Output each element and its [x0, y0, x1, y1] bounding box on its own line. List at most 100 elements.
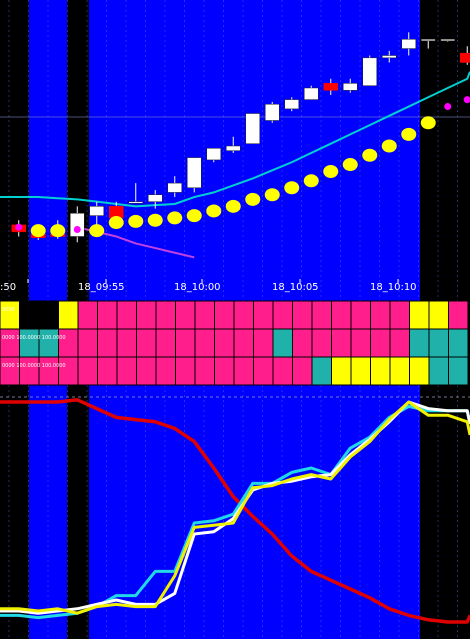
heatmap-cell	[116, 300, 137, 330]
candle-body	[265, 103, 280, 121]
heatmap-cell	[350, 356, 371, 386]
heatmap-cell	[292, 300, 313, 330]
heatmap-cell	[292, 356, 313, 386]
heatmap-cell	[272, 328, 293, 358]
signal-dot	[186, 209, 202, 223]
heatmap-cell	[175, 356, 196, 386]
heatmap-cell	[175, 300, 196, 330]
heatmap-cell	[409, 328, 430, 358]
moving-average-line	[0, 71, 470, 208]
heatmap-cell	[155, 300, 176, 330]
heatmap-cell	[311, 300, 332, 330]
signal-dot	[245, 192, 261, 206]
heatmap-cell	[116, 328, 137, 358]
heatmap-cell	[428, 300, 449, 330]
candle-body	[226, 145, 241, 151]
heatmap-cell	[233, 356, 254, 386]
heatmap-cell	[0, 356, 20, 386]
candle-body	[70, 213, 85, 237]
heatmap-cell	[370, 328, 391, 358]
heatmap-cell	[155, 356, 176, 386]
heatmap-cell	[233, 328, 254, 358]
heatmap-cell	[448, 300, 469, 330]
heatmap-cell	[38, 300, 59, 330]
heatmap-cell	[214, 356, 235, 386]
oscillator-panel	[0, 398, 470, 624]
heatmap-cell	[331, 328, 352, 358]
time-axis-label: 18_10:05	[272, 282, 319, 293]
heatmap-cell	[19, 300, 40, 330]
heatmap-cell	[19, 328, 40, 358]
signal-dot	[463, 96, 470, 104]
signal-dot	[401, 127, 417, 141]
signal-dot	[206, 204, 222, 218]
heatmap-cell	[19, 356, 40, 386]
heatmap-cell	[448, 328, 469, 358]
signal-dot	[167, 211, 183, 225]
candle-body	[89, 206, 104, 216]
heatmap-cell	[370, 356, 391, 386]
heatmap-cell	[194, 328, 215, 358]
heatmap-cell	[77, 300, 98, 330]
heatmap-cell	[214, 300, 235, 330]
signal-dot	[381, 139, 397, 153]
signal-dot	[15, 223, 23, 231]
time-axis-label: 18_10:10	[370, 282, 417, 293]
heatmap-cell	[233, 300, 254, 330]
candle-body	[401, 39, 416, 49]
candle-body	[284, 99, 299, 110]
heatmap-cell	[331, 356, 352, 386]
heatmap-cell	[58, 328, 79, 358]
heatmap-cell	[97, 300, 118, 330]
heatmap-cell	[448, 356, 469, 386]
candle-body	[421, 39, 436, 42]
heatmap-cell	[136, 356, 157, 386]
heatmap-cell	[77, 356, 98, 386]
heatmap-cell	[253, 356, 274, 386]
candle-body	[167, 182, 182, 193]
signal-dot	[108, 216, 124, 230]
heatmap-cell	[58, 300, 79, 330]
signal-dot	[362, 148, 378, 162]
signal-dot	[89, 224, 105, 238]
heatmap-cell	[194, 300, 215, 330]
price-panel	[0, 32, 470, 259]
candle-body	[440, 39, 455, 42]
heatmap-cell	[292, 328, 313, 358]
candle-body	[128, 201, 143, 204]
candle-body	[323, 83, 338, 91]
heatmap-cell	[194, 356, 215, 386]
time-axis-label: 18_09:55	[78, 282, 125, 293]
signal-heatmap-panel: 0000 0000 100.0000 100.0000 0000 100.0000 …	[0, 300, 469, 386]
heatmap-row-label: 0000	[2, 307, 15, 313]
heatmap-cell	[116, 356, 137, 386]
candle-body	[382, 55, 397, 59]
heatmap-cell	[350, 328, 371, 358]
heatmap-cell	[389, 300, 410, 330]
heatmap-cell	[331, 300, 352, 330]
heatmap-cell	[350, 300, 371, 330]
signal-dot	[303, 174, 319, 188]
heatmap-row-label: 0000 100.0000 100.0000	[2, 363, 66, 369]
signal-dot	[73, 226, 81, 234]
heatmap-cell	[428, 356, 449, 386]
time-axis: :50 18_09:55 18_10:00 18_10:05 18_10:10	[0, 279, 417, 293]
signal-dot	[420, 116, 436, 130]
candle-body	[460, 52, 470, 63]
heatmap-cell	[0, 328, 20, 358]
signal-dot	[323, 165, 339, 179]
heatmap-cell	[370, 300, 391, 330]
signal-dot	[444, 103, 452, 111]
candle-body	[362, 57, 377, 86]
heatmap-cell	[311, 328, 332, 358]
signal-dot	[50, 224, 66, 238]
heatmap-cell	[389, 328, 410, 358]
heatmap-cell	[389, 356, 410, 386]
heatmap-cell	[409, 356, 430, 386]
candle-body	[148, 194, 163, 202]
heatmap-cell	[136, 328, 157, 358]
heatmap-cell	[409, 300, 430, 330]
heatmap-cell	[253, 328, 274, 358]
heatmap-cell	[77, 328, 98, 358]
